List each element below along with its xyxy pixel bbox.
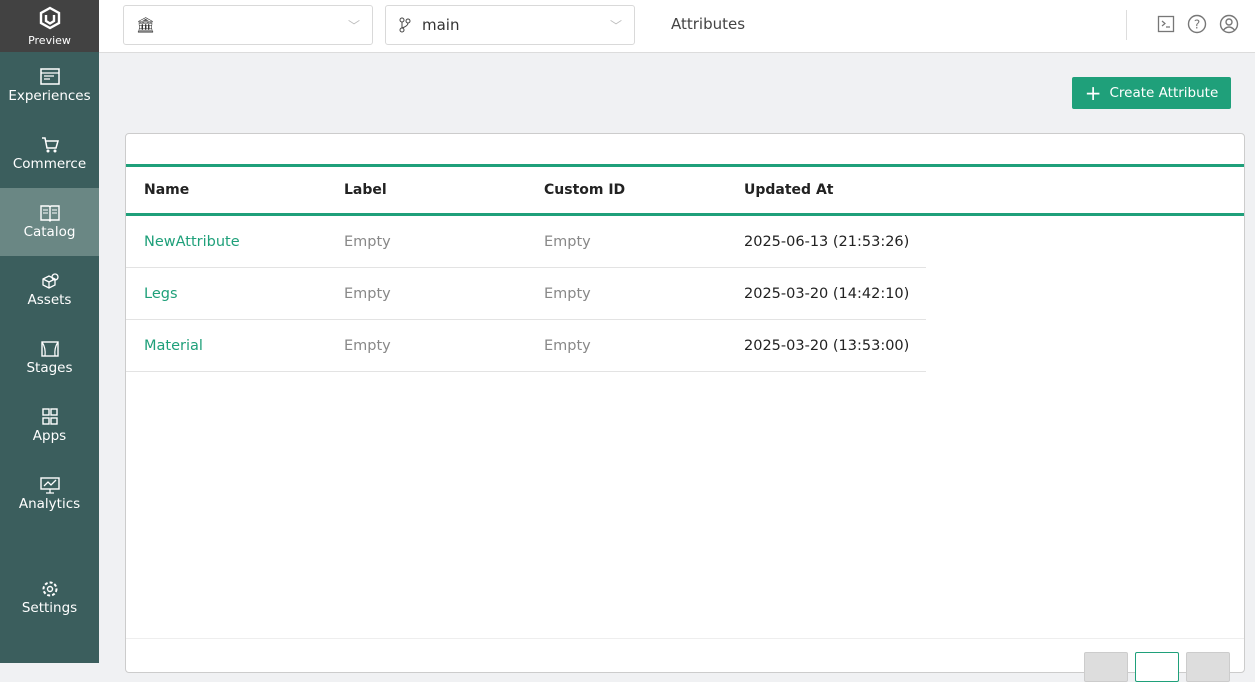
custom-id-cell: Empty bbox=[544, 337, 591, 354]
sidebar-item-label: Analytics bbox=[18, 496, 81, 512]
cubes-icon bbox=[41, 273, 59, 289]
label-cell: Empty bbox=[344, 337, 391, 354]
prev-page-button[interactable] bbox=[1084, 652, 1128, 682]
logo-icon bbox=[39, 6, 60, 29]
grid-icon bbox=[41, 408, 58, 425]
sidebar-item-stages[interactable]: Stages bbox=[0, 324, 99, 392]
attributes-table-card: Name Label Custom ID Updated At NewAttri… bbox=[125, 133, 1245, 682]
branch-select[interactable]: main ﹀ bbox=[385, 5, 635, 45]
current-page-button[interactable] bbox=[1135, 652, 1179, 682]
brand-label: Preview bbox=[28, 33, 71, 47]
chart-icon bbox=[39, 477, 60, 494]
browser-window-icon bbox=[39, 68, 60, 85]
sidebar-item-catalog[interactable]: Catalog bbox=[0, 188, 99, 256]
sidebar-item-label: Assets bbox=[27, 292, 72, 308]
user-account-icon[interactable] bbox=[1219, 14, 1239, 34]
help-icon[interactable]: ? bbox=[1187, 14, 1207, 34]
sidebar-item-assets[interactable]: Assets bbox=[0, 256, 99, 324]
divider bbox=[1126, 10, 1127, 40]
column-header-label[interactable]: Label bbox=[344, 182, 387, 198]
table-row[interactable]: Legs Empty Empty 2025-03-20 (14:42:10) bbox=[126, 268, 926, 320]
attribute-name-link[interactable]: NewAttribute bbox=[144, 233, 240, 250]
create-attribute-button[interactable]: + Create Attribute bbox=[1072, 77, 1231, 109]
topbar: 🏛 ﹀ main ﹀ Attributes ? bbox=[99, 0, 1255, 53]
sidebar-item-label: Settings bbox=[21, 600, 78, 616]
updated-at-cell: 2025-03-20 (14:42:10) bbox=[744, 285, 910, 302]
organization-select[interactable]: 🏛 ﹀ bbox=[123, 5, 373, 45]
terminal-icon[interactable] bbox=[1157, 15, 1175, 33]
table-row[interactable]: NewAttribute Empty Empty 2025-06-13 (21:53:… bbox=[126, 216, 926, 268]
next-page-button[interactable] bbox=[1186, 652, 1230, 682]
sidebar-item-commerce[interactable]: Commerce bbox=[0, 120, 99, 188]
sidebar-item-label: Apps bbox=[32, 428, 67, 444]
sidebar-item-experiences[interactable]: Experiences bbox=[0, 52, 99, 120]
chevron-down-icon: ﹀ bbox=[609, 19, 622, 33]
plus-icon: + bbox=[1084, 81, 1102, 105]
cart-icon bbox=[41, 137, 59, 153]
svg-text:?: ? bbox=[1194, 18, 1200, 32]
branch-icon bbox=[399, 17, 411, 33]
table-row[interactable]: Material Empty Empty 2025-03-20 (13:53:00) bbox=[126, 320, 926, 372]
chevron-down-icon: ﹀ bbox=[347, 19, 360, 33]
gear-icon bbox=[42, 581, 57, 597]
custom-id-cell: Empty bbox=[544, 285, 591, 302]
sidebar-item-label: Commerce bbox=[12, 156, 87, 172]
sidebar-item-label: Stages bbox=[26, 360, 73, 376]
stage-icon bbox=[40, 341, 59, 357]
sidebar-item-settings[interactable]: Settings bbox=[0, 564, 99, 632]
book-icon bbox=[39, 205, 60, 222]
table-header: Name Label Custom ID Updated At bbox=[126, 164, 1244, 216]
updated-at-cell: 2025-06-13 (21:53:26) bbox=[744, 233, 910, 250]
custom-id-cell: Empty bbox=[544, 233, 591, 250]
label-cell: Empty bbox=[344, 285, 391, 302]
label-cell: Empty bbox=[344, 233, 391, 250]
column-header-updated-at[interactable]: Updated At bbox=[744, 182, 834, 198]
attribute-name-link[interactable]: Legs bbox=[144, 285, 178, 302]
updated-at-cell: 2025-03-20 (13:53:00) bbox=[744, 337, 910, 354]
sidebar-item-apps[interactable]: Apps bbox=[0, 392, 99, 460]
column-header-custom-id[interactable]: Custom ID bbox=[544, 182, 626, 198]
sidebar: Preview Experiences Commerce Catalog Ass… bbox=[0, 0, 99, 663]
pagination-bar bbox=[126, 638, 1244, 639]
sidebar-item-analytics[interactable]: Analytics bbox=[0, 460, 99, 528]
create-attribute-label: Create Attribute bbox=[1109, 85, 1219, 101]
branch-value: main bbox=[422, 16, 460, 34]
attribute-name-link[interactable]: Material bbox=[144, 337, 203, 354]
bank-icon: 🏛 bbox=[136, 16, 156, 34]
sidebar-item-label: Catalog bbox=[23, 224, 76, 240]
sidebar-item-label: Experiences bbox=[8, 88, 91, 104]
column-header-name[interactable]: Name bbox=[144, 182, 190, 198]
page-title: Attributes bbox=[671, 15, 746, 33]
brand-preview[interactable]: Preview bbox=[0, 0, 99, 52]
